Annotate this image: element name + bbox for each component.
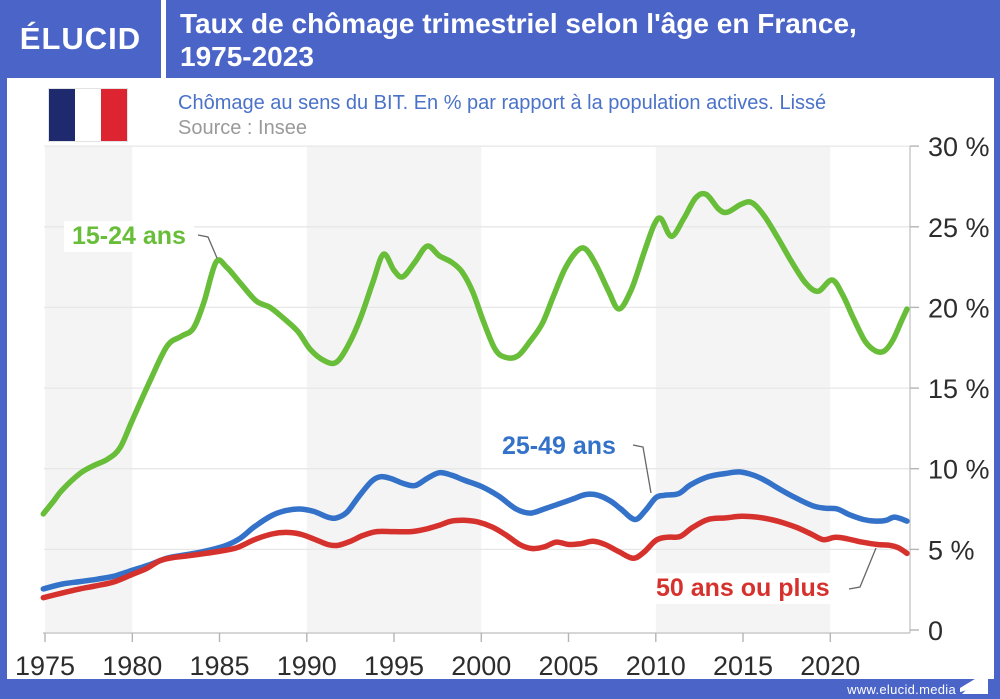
y-tick-labels: 0 5 % 10 % 15 % 20 % 25 % 30 % (928, 132, 990, 646)
left-border (0, 0, 7, 699)
leader-line-50plus (848, 547, 877, 590)
series-label-15-24: 15-24 ans (64, 221, 194, 252)
label-leader-lines (197, 234, 877, 590)
series-line-25-49-ans (40, 469, 910, 592)
y-tick-label: 15 % (928, 374, 990, 404)
elucid-logo: ÉLUCID (0, 0, 161, 78)
x-tick-label: 2020 (800, 651, 860, 681)
series-label-25-49: 25-49 ans (494, 431, 624, 462)
y-tick-label: 5 % (928, 535, 975, 565)
title-banner: Taux de chômage trimestriel selon l'âge … (166, 0, 1000, 78)
series-line-50-ans-ou-plus (40, 513, 910, 601)
flag-band-white (75, 89, 101, 141)
source-note: Source : Insee (178, 117, 307, 139)
y-tick-label: 30 % (928, 132, 990, 162)
decade-band (45, 146, 133, 632)
x-tick-label: 2005 (538, 651, 598, 681)
x-tick-label: 1990 (277, 651, 337, 681)
x-tick-label: 2010 (626, 651, 686, 681)
data-lines (40, 190, 910, 601)
elucid-logo-text: ÉLUCID (19, 21, 142, 56)
decade-band (306, 146, 482, 632)
x-tick-label: 2000 (451, 651, 511, 681)
y-tick-label: 10 % (928, 455, 990, 485)
x-tick-label: 2015 (713, 651, 773, 681)
page-title-line1: Taux de chômage trimestriel selon l'âge … (180, 8, 857, 39)
right-border (994, 0, 1000, 699)
leader-line-15-24 (197, 234, 218, 259)
x-tick-label: 1985 (189, 651, 249, 681)
series-label-50plus: 50 ans ou plus (648, 573, 838, 604)
series-line-15-24-ans (40, 190, 910, 517)
leader-line-25-49 (632, 444, 652, 494)
y-tick-label: 20 % (928, 293, 990, 323)
x-tick-label: 1975 (15, 651, 75, 681)
y-tick-label: 25 % (928, 213, 990, 243)
x-tick-label: 1995 (364, 651, 424, 681)
x-tick-labels: 1975 1980 1985 1990 1995 2000 2005 2010 2015 2020 (15, 651, 860, 681)
x-tick-label: 1980 (102, 651, 162, 681)
page-title: Taux de chômage trimestriel selon l'âge … (166, 0, 1000, 73)
tick-marks (44, 145, 919, 642)
y-tick-label: 0 (928, 616, 943, 646)
chart-subtitle: Chômage au sens du BIT. En % par rapport… (178, 92, 827, 114)
flag-band-blue (49, 89, 75, 141)
flag-band-red (101, 89, 127, 141)
page-title-line2: 1975-2023 (180, 41, 314, 72)
footer-bar (0, 679, 1000, 699)
france-flag-icon (48, 88, 128, 142)
footer-website-url: www.elucid.media (847, 682, 956, 697)
